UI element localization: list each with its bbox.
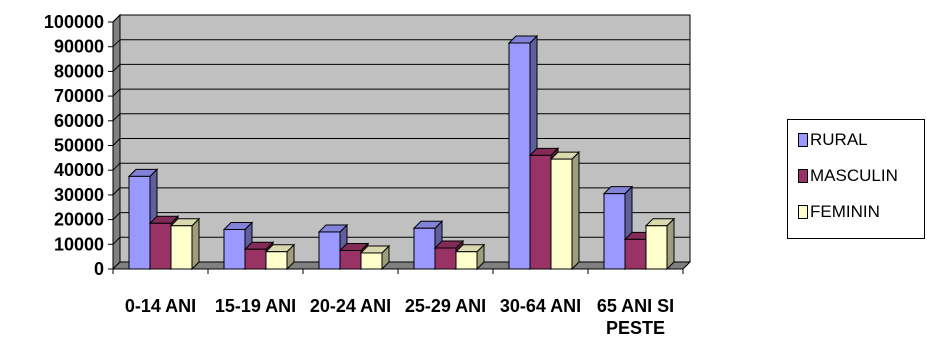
gridlines <box>112 14 690 245</box>
y-tick-label: 100000 <box>44 12 104 32</box>
bar-feminin-5 <box>549 150 581 271</box>
legend: RURAL MASCULIN FEMININ <box>787 119 925 239</box>
y-tick-label: 80000 <box>54 61 104 81</box>
gridline <box>112 63 690 72</box>
x-axis-category-labels: 0-14 ANI 15-19 ANI 20-24 ANI 25-29 ANI 30-64… <box>125 296 674 338</box>
y-axis-tick-labels: 0 10000 20000 30000 40000 50000 60000 70000 8000… <box>44 12 104 279</box>
y-tick-label: 40000 <box>54 160 104 180</box>
gridline <box>112 162 690 171</box>
y-tick-label: 50000 <box>54 136 104 156</box>
bar-feminin-1 <box>169 217 201 271</box>
y-tick-label: 60000 <box>54 111 104 131</box>
x-category-label: 0-14 ANI <box>125 296 196 316</box>
legend-label: FEMININ <box>810 202 880 221</box>
bar-feminin-6 <box>644 217 676 271</box>
y-tick-label: 70000 <box>54 86 104 106</box>
legend-swatch <box>798 205 808 219</box>
legend-item-feminin: FEMININ <box>798 201 880 223</box>
legend-swatch <box>798 133 808 147</box>
gridline <box>112 113 690 122</box>
x-category-label: 30-64 ANI <box>500 296 581 316</box>
x-category-label: 20-24 ANI <box>310 296 391 316</box>
bar-feminin-2 <box>264 243 296 271</box>
bar-feminin-4 <box>454 243 486 271</box>
x-category-label: 25-29 ANI <box>405 296 486 316</box>
gridline <box>112 236 690 245</box>
x-category-label: 15-19 ANI <box>215 296 296 316</box>
y-tick-label: 20000 <box>54 210 104 230</box>
gridline <box>112 14 690 23</box>
y-tick-label: 0 <box>94 259 104 279</box>
y-tick-label: 10000 <box>54 234 104 254</box>
x-category-label: 65 ANI SI PESTE <box>597 296 674 338</box>
gridline <box>112 88 690 97</box>
gridline <box>112 138 690 146</box>
y-tick-label: 90000 <box>54 37 104 57</box>
gridline <box>112 187 690 196</box>
bars <box>127 34 676 271</box>
legend-item-rural: RURAL <box>798 129 868 151</box>
gridline <box>112 39 690 48</box>
legend-swatch <box>798 169 808 183</box>
legend-label: MASCULIN <box>810 166 898 185</box>
gridline <box>112 212 690 220</box>
y-tick-label: 30000 <box>54 185 104 205</box>
chart-back-wall <box>112 13 691 271</box>
legend-label: RURAL <box>810 130 868 149</box>
floor <box>111 261 692 270</box>
legend-item-masculin: MASCULIN <box>798 165 898 187</box>
bar-feminin-3 <box>359 244 391 271</box>
